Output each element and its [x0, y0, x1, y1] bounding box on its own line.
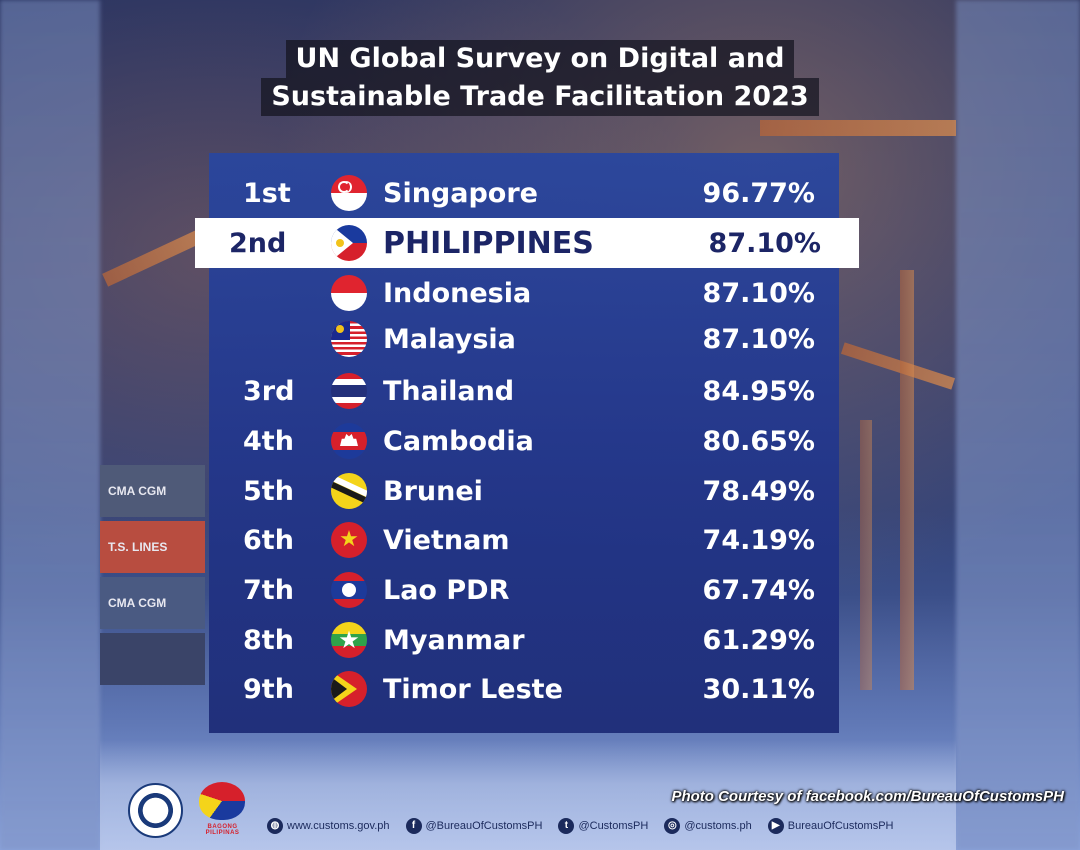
- rank-label: 3rd: [243, 375, 295, 407]
- youtube-link[interactable]: ▶ BureauOfCustomsPH: [767, 818, 894, 834]
- bagong-pilipinas-logo: BAGONG PILIPINAS: [195, 782, 250, 840]
- country-name: Myanmar: [383, 624, 525, 656]
- ranking-row: 3rd Thailand 84.95%: [209, 368, 839, 414]
- social-label: @BureauOfCustomsPH: [425, 820, 543, 832]
- rank-label: 7th: [243, 574, 294, 606]
- score-value: 78.49%: [702, 475, 815, 507]
- rank-label: 9th: [243, 673, 294, 705]
- score-value: 84.95%: [702, 375, 815, 407]
- twitter-icon: t: [558, 818, 575, 834]
- ranking-row: Indonesia 87.10%: [209, 270, 839, 316]
- background-blur-right: [956, 0, 1080, 850]
- title-line-2: Sustainable Trade Facilitation 2023: [261, 78, 819, 116]
- country-name: Brunei: [383, 475, 483, 507]
- rank-label: 5th: [243, 475, 294, 507]
- country-name: Malaysia: [383, 323, 516, 355]
- score-value: 96.77%: [702, 177, 815, 209]
- container-label: CMA CGM: [100, 577, 205, 629]
- ranking-row: 8th Myanmar 61.29%: [209, 617, 839, 663]
- page-title: UN Global Survey on Digital and Sustaina…: [0, 40, 1080, 116]
- score-value: 87.10%: [702, 277, 815, 309]
- facebook-link[interactable]: f @BureauOfCustomsPH: [405, 818, 543, 834]
- ranking-row: 7th Lao PDR 67.74%: [209, 567, 839, 613]
- ranking-row-highlighted: 2nd PHILIPPINES 87.10%: [195, 218, 859, 268]
- social-label: www.customs.gov.ph: [287, 820, 390, 832]
- rank-label: 4th: [243, 425, 294, 457]
- twitter-link[interactable]: t @CustomsPH: [558, 818, 648, 834]
- ranking-row: 9th Timor Leste 30.11%: [209, 666, 839, 712]
- crane-tower: [860, 420, 872, 690]
- score-value: 61.29%: [702, 624, 815, 656]
- crane-beam: [760, 120, 956, 136]
- malaysia-flag-icon: [331, 321, 367, 357]
- country-name: Cambodia: [383, 425, 534, 457]
- youtube-icon: ▶: [767, 818, 784, 834]
- country-name: Thailand: [383, 375, 515, 407]
- country-name: PHILIPPINES: [383, 225, 594, 261]
- country-name: Singapore: [383, 177, 538, 209]
- globe-icon: ◍: [267, 818, 283, 834]
- crane-tower: [900, 270, 914, 690]
- ranking-row: 5th Brunei 78.49%: [209, 468, 839, 514]
- vietnam-flag-icon: [331, 522, 367, 558]
- indonesia-flag-icon: [331, 275, 367, 311]
- rank-label: 8th: [243, 624, 294, 656]
- myanmar-flag-icon: [331, 622, 367, 658]
- cambodia-flag-icon: [331, 423, 367, 459]
- social-label: BureauOfCustomsPH: [787, 820, 894, 832]
- facebook-icon: f: [405, 818, 422, 834]
- timor-leste-flag-icon: [331, 671, 367, 707]
- brunei-flag-icon: [331, 473, 367, 509]
- singapore-flag-icon: [331, 175, 367, 211]
- rank-label: 6th: [243, 524, 294, 556]
- score-value: 67.74%: [702, 574, 815, 606]
- score-value: 87.10%: [702, 323, 815, 355]
- ranking-row: 1st Singapore 96.77%: [209, 170, 839, 216]
- laos-flag-icon: [331, 572, 367, 608]
- container-label: T.S. LINES: [100, 521, 205, 573]
- rank-label: 2nd: [229, 227, 287, 259]
- website-link[interactable]: ◍ www.customs.gov.ph: [267, 818, 390, 834]
- country-name: Timor Leste: [383, 673, 563, 705]
- ranking-row: Malaysia 87.10%: [209, 316, 839, 362]
- score-value: 80.65%: [702, 425, 815, 457]
- country-name: Lao PDR: [383, 574, 510, 606]
- instagram-link[interactable]: ◎ @customs.ph: [664, 818, 752, 834]
- philippines-flag-icon: [331, 225, 367, 261]
- social-label: @customs.ph: [684, 820, 752, 832]
- ranking-row: 4th Cambodia 80.65%: [209, 418, 839, 464]
- ranking-row: 6th Vietnam 74.19%: [209, 517, 839, 563]
- bagong-pilipinas-caption: BAGONG PILIPINAS: [205, 824, 240, 836]
- container-label: [100, 633, 205, 685]
- photo-credit: Photo Courtesy of facebook.com/BureauOfC…: [671, 788, 1064, 805]
- instagram-icon: ◎: [664, 818, 681, 834]
- thailand-flag-icon: [331, 373, 367, 409]
- background-blur-left: [0, 0, 100, 850]
- score-value: 74.19%: [702, 524, 815, 556]
- rank-label: 1st: [243, 177, 291, 209]
- title-line-1: UN Global Survey on Digital and: [285, 40, 795, 78]
- score-value: 30.11%: [702, 673, 815, 705]
- social-label: @CustomsPH: [578, 820, 649, 832]
- score-value: 87.10%: [708, 227, 821, 259]
- bagong-pilipinas-emblem-icon: [199, 782, 245, 820]
- shipping-containers: CMA CGM T.S. LINES CMA CGM: [100, 465, 205, 700]
- country-name: Indonesia: [383, 277, 532, 309]
- container-label: CMA CGM: [100, 465, 205, 517]
- country-name: Vietnam: [383, 524, 510, 556]
- social-links: ◍ www.customs.gov.ph f @BureauOfCustomsP…: [267, 818, 910, 834]
- bureau-of-customs-seal-icon: [128, 783, 183, 838]
